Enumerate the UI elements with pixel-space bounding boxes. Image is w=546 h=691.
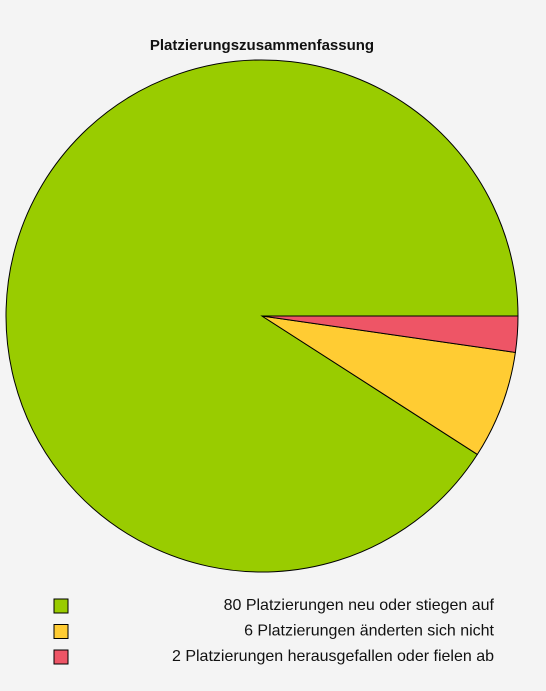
legend-label: 6 Platzierungen änderten sich nicht — [244, 623, 494, 640]
legend-swatch — [53, 624, 69, 639]
legend-swatch — [53, 649, 69, 665]
legend-label: 2 Platzierungen herausgefallen oder fiel… — [172, 648, 494, 665]
legend-label: 80 Platzierungen neu oder stiegen auf — [224, 597, 495, 614]
pie-slice — [5, 59, 519, 573]
chart-title: Platzierungszusammenfassung — [150, 37, 374, 54]
pie-slice — [261, 315, 516, 456]
legend-swatch — [53, 598, 69, 614]
pie-slice — [261, 315, 519, 353]
